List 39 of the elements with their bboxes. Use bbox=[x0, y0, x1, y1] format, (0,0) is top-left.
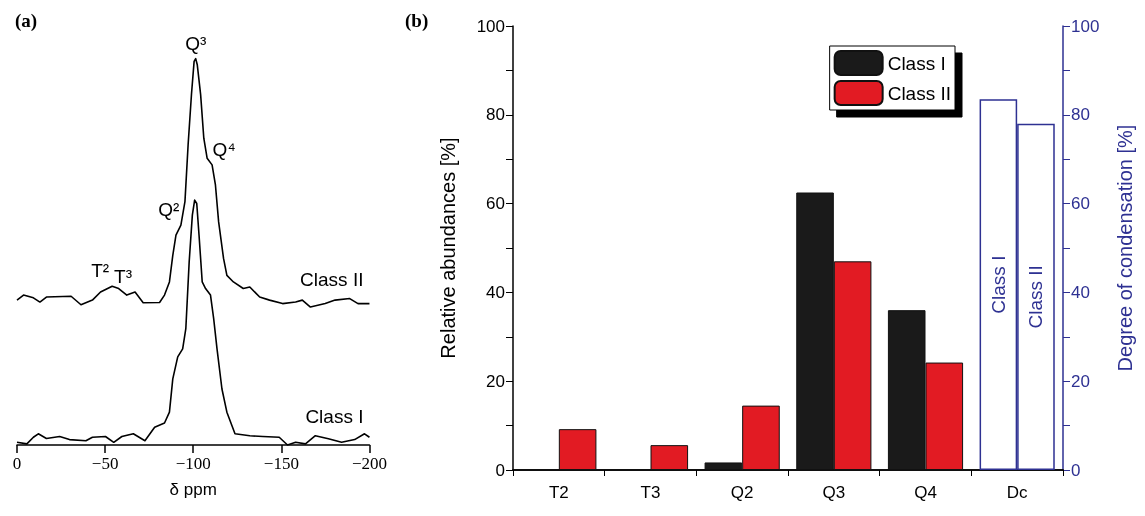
annotation: Q³ bbox=[185, 32, 207, 54]
annotation: T³ bbox=[114, 266, 133, 287]
bar bbox=[558, 429, 597, 470]
y2-tick-label: 60 bbox=[1071, 194, 1090, 214]
x-tick-label: Q2 bbox=[730, 483, 754, 502]
series-label: Class II bbox=[1025, 265, 1047, 329]
chart-title: (a) bbox=[15, 10, 38, 32]
x-tick-label: T3 bbox=[640, 483, 661, 502]
series-label: Class II bbox=[300, 269, 364, 291]
bar bbox=[650, 445, 689, 470]
annotation: Q² bbox=[158, 199, 180, 221]
x-tick-label: −200 bbox=[351, 454, 387, 473]
y2-tick-label: 20 bbox=[1071, 371, 1090, 391]
y2-tick-label: 100 bbox=[1071, 16, 1100, 36]
y2-tick-label: 40 bbox=[1071, 282, 1090, 302]
y-axis-title: Relative abundances [%] bbox=[437, 137, 459, 359]
y2-axis-title: Degree of condensation [%] bbox=[1114, 124, 1136, 372]
y-tick-label: 20 bbox=[486, 371, 505, 391]
x-tick-label: Dc bbox=[1006, 483, 1029, 502]
x-tick-label: −150 bbox=[263, 454, 299, 473]
x-tick-label: 0 bbox=[12, 454, 22, 473]
x-tick-label: −100 bbox=[175, 454, 211, 473]
y2-tick-label: 80 bbox=[1071, 105, 1090, 125]
x-axis-title: δ ppm bbox=[169, 480, 217, 499]
series-label: Class I bbox=[987, 255, 1009, 314]
annotation: Q⁴ bbox=[212, 138, 236, 160]
x-tick-label: Q3 bbox=[822, 483, 846, 502]
y-tick-label: 40 bbox=[486, 282, 505, 302]
chart-title: (b) bbox=[405, 10, 429, 32]
legend-label: Class I bbox=[887, 52, 946, 74]
x-tick-label: Q4 bbox=[914, 483, 937, 502]
y-tick-label: 100 bbox=[476, 16, 505, 36]
y-tick-label: 80 bbox=[486, 105, 505, 125]
legend-label: Class II bbox=[887, 82, 952, 104]
series-label: Class I bbox=[305, 405, 364, 427]
annotation: T² bbox=[91, 260, 110, 282]
x-tick-label: T2 bbox=[548, 483, 569, 502]
y-tick-label: 60 bbox=[486, 194, 505, 214]
x-tick-label: −50 bbox=[91, 454, 119, 473]
